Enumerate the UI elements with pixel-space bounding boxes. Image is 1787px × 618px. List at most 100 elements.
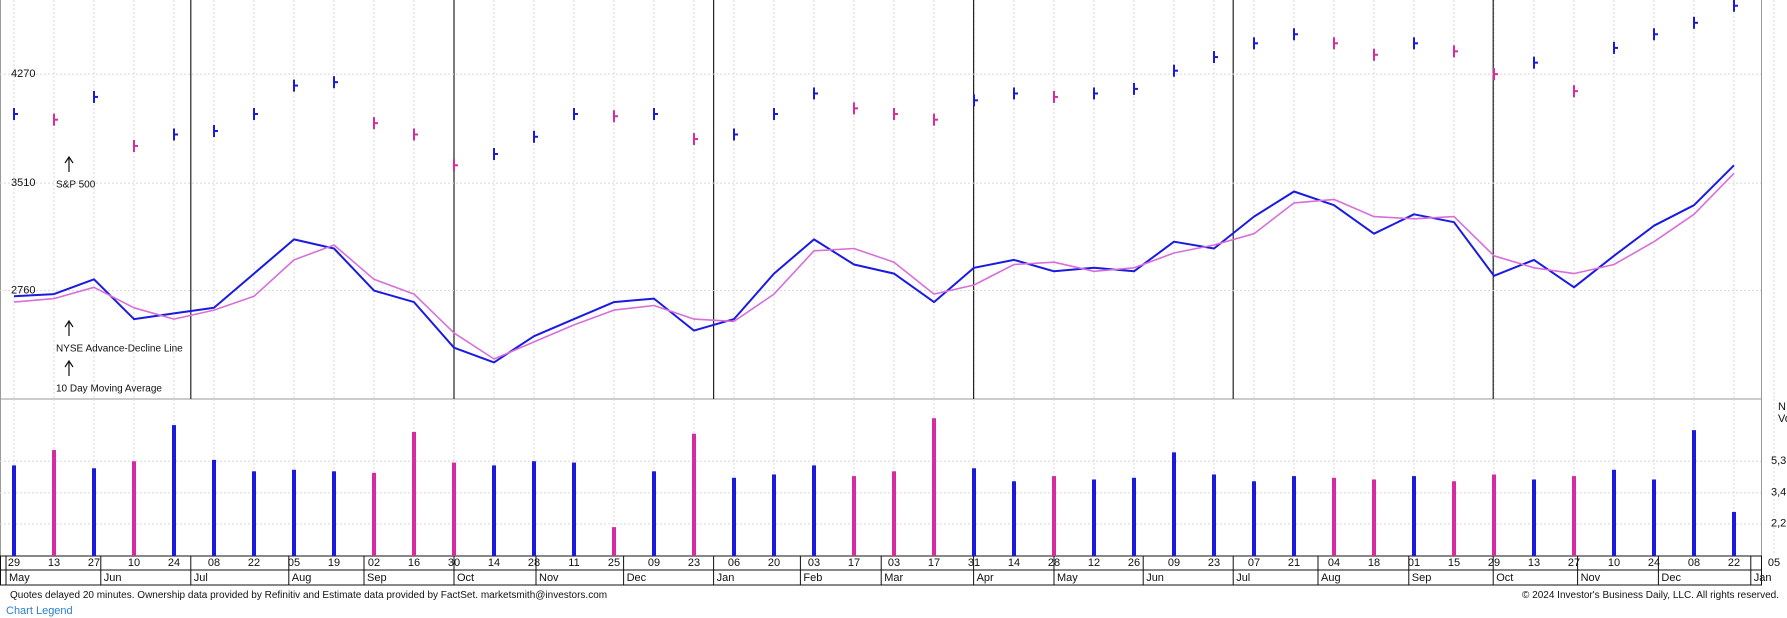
price-bar	[973, 94, 978, 107]
volume-panel-frame	[0, 398, 1762, 557]
chart-legend-link[interactable]: Chart Legend	[6, 605, 73, 617]
y-tick-label: 4270	[11, 68, 35, 80]
volume-bar	[492, 465, 496, 556]
x-tick-label: 28	[528, 557, 540, 569]
price-bar	[693, 133, 698, 146]
x-tick-label: 04	[1328, 557, 1340, 569]
month-label: Aug	[292, 572, 312, 584]
arrow	[64, 155, 74, 172]
x-tick-label: 23	[688, 557, 700, 569]
price-bar	[893, 107, 898, 120]
x-tick-label: 03	[808, 557, 820, 569]
price-bar	[453, 159, 458, 172]
annotation-arrows	[64, 155, 74, 376]
x-tick-label: 29	[1488, 557, 1500, 569]
price-bar	[1213, 51, 1218, 64]
price-bar	[133, 139, 138, 152]
x-tick-label: 24	[168, 557, 180, 569]
volume-bar	[132, 461, 136, 556]
y-tick-label: 3510	[11, 177, 35, 189]
volume-bar	[452, 462, 456, 556]
x-tick-label: 05	[1768, 557, 1780, 569]
x-tick-label: 24	[1648, 557, 1660, 569]
price-bar	[773, 107, 778, 120]
price-bar	[1133, 82, 1138, 95]
x-tick-label: 22	[1728, 557, 1740, 569]
price-bar	[53, 113, 58, 126]
price-bar	[1253, 37, 1258, 50]
volume-bar	[1252, 481, 1256, 556]
chart: 29 13 27 10 24 08 22 05 19 02 16 30 14 28 11 25 09 23 06 20…	[0, 0, 1787, 586]
price-bar	[1093, 87, 1098, 100]
price-bar	[1693, 16, 1698, 29]
y-tick-label: 2,2	[1771, 518, 1786, 530]
month-label: Aug	[1321, 572, 1341, 584]
month-label: Sep	[1412, 572, 1432, 584]
x-tick-label: 20	[768, 557, 780, 569]
price-bar	[1333, 37, 1338, 50]
x-tick-label: 16	[408, 557, 420, 569]
volume-bar	[52, 450, 56, 556]
arrow	[64, 319, 74, 336]
price-bar	[1413, 37, 1418, 50]
x-tick-label: 17	[928, 557, 940, 569]
volume-bar	[1452, 481, 1456, 556]
volume-bar	[892, 471, 896, 556]
volume-bar	[612, 527, 616, 556]
volume-bar	[172, 425, 176, 556]
volume-bar	[1732, 511, 1736, 556]
volume-bar	[1172, 452, 1176, 556]
volume-bar	[92, 468, 96, 556]
volume-bar	[772, 474, 776, 556]
price-bar	[1173, 64, 1178, 77]
x-tick-label: 14	[488, 557, 500, 569]
series-line	[13, 172, 1735, 360]
price-bar	[573, 107, 578, 120]
volume-bar	[732, 477, 736, 556]
x-tick-label: 23	[1208, 557, 1220, 569]
x-tick-label: 26	[1128, 557, 1140, 569]
price-bar	[933, 113, 938, 126]
volume-bar	[852, 476, 856, 556]
volume-bar	[412, 431, 416, 556]
y-axis-label: N	[1778, 401, 1786, 413]
price-bar	[1453, 45, 1458, 58]
month-label: Oct	[1496, 572, 1513, 584]
x-tick-label: 27	[88, 557, 100, 569]
volume-bar	[932, 418, 936, 556]
volume-bar	[1092, 479, 1096, 556]
arrow	[64, 359, 74, 376]
x-tick-label: 25	[608, 557, 620, 569]
x-tick-label: 02	[368, 557, 380, 569]
x-tick-label: 08	[208, 557, 220, 569]
series-annotation: S&P 500	[56, 180, 96, 191]
month-label: Nov	[539, 572, 559, 584]
x-tick-label: 18	[1368, 557, 1380, 569]
x-tick-label: 07	[1248, 557, 1260, 569]
volume-bar	[1132, 477, 1136, 556]
month-label: Jan	[1754, 572, 1772, 584]
x-tick-label: 14	[1008, 557, 1020, 569]
volume-bar	[1412, 476, 1416, 556]
price-bar	[1293, 28, 1298, 41]
volume-bar	[1012, 481, 1016, 556]
price-bar	[1053, 90, 1058, 103]
x-tick-label: 19	[328, 557, 340, 569]
month-label: Jun	[1146, 572, 1164, 584]
volume-bar	[292, 469, 296, 556]
volume-bar	[1332, 477, 1336, 556]
price-bar	[1493, 68, 1498, 81]
x-tick-label: 22	[248, 557, 260, 569]
price-bar	[93, 90, 98, 103]
volume-bar	[252, 471, 256, 556]
volume-bar	[692, 433, 696, 556]
month-label: Oct	[457, 572, 474, 584]
price-bar	[1533, 56, 1538, 69]
month-label: Jan	[717, 572, 735, 584]
x-tick-label: 13	[48, 557, 60, 569]
month-label: Mar	[884, 572, 903, 584]
price-bar	[533, 130, 538, 143]
price-bar	[853, 102, 858, 115]
volume-bar	[1052, 476, 1056, 556]
